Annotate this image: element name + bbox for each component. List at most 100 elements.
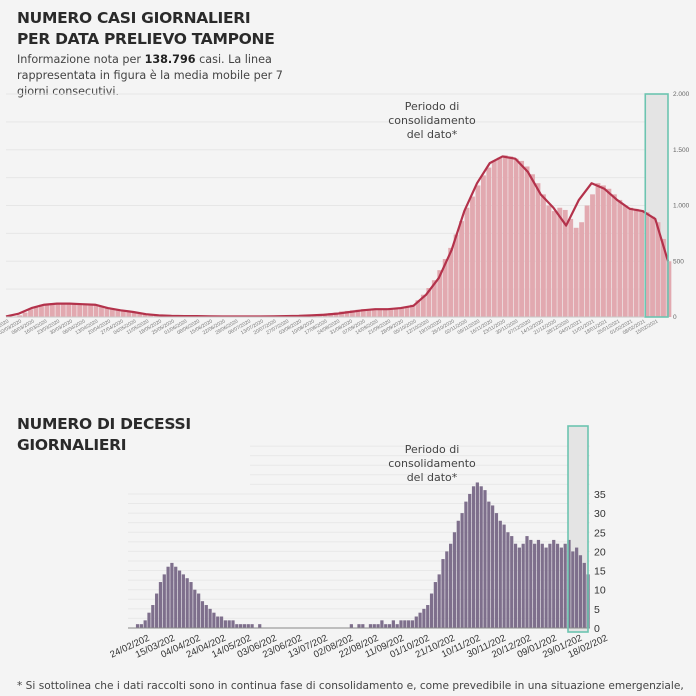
case-bar xyxy=(584,205,590,317)
case-bar xyxy=(464,207,470,317)
death-bar xyxy=(376,624,380,628)
death-bar xyxy=(452,532,457,628)
death-bar xyxy=(449,543,453,628)
case-bar xyxy=(519,160,525,317)
death-bar xyxy=(387,624,392,628)
y-tick-label: 5 xyxy=(594,604,600,616)
death-bar xyxy=(533,543,537,628)
case-bar xyxy=(104,307,110,317)
case-bar xyxy=(360,309,366,317)
death-bar xyxy=(139,624,143,628)
death-bar xyxy=(216,616,220,628)
deaths-chart: 0510152025303524/02/20215/03/20204/04/20… xyxy=(108,425,609,661)
death-bar xyxy=(208,608,212,628)
death-bar xyxy=(135,624,140,628)
case-bar xyxy=(71,303,77,317)
case-bar xyxy=(611,194,617,317)
death-bar xyxy=(559,547,563,628)
death-bar xyxy=(403,620,407,628)
subtitle-pre: Informazione nota per xyxy=(17,53,142,66)
death-bar xyxy=(437,574,441,628)
case-bar xyxy=(568,218,574,317)
subtitle-post: casi. La linea rappresentata in figura è… xyxy=(17,53,283,98)
case-bar xyxy=(475,185,481,317)
case-bar xyxy=(650,216,655,317)
case-bar xyxy=(39,304,44,317)
death-bar xyxy=(151,605,155,628)
case-bar xyxy=(524,166,530,317)
y-tick-label: 2.000 xyxy=(673,91,690,98)
death-bar xyxy=(513,543,518,628)
y-tick-label: 35 xyxy=(594,489,606,501)
case-bar xyxy=(339,311,344,317)
death-bar xyxy=(552,539,556,628)
case-bar xyxy=(655,222,661,317)
case-bar xyxy=(639,209,645,317)
death-bar xyxy=(391,620,395,628)
case-bar xyxy=(502,155,508,317)
case-bar xyxy=(382,309,388,317)
case-bar xyxy=(415,300,421,317)
death-bar xyxy=(510,536,514,628)
case-bar xyxy=(590,194,595,317)
case-bar xyxy=(109,308,115,317)
death-bar xyxy=(258,624,262,628)
case-bar xyxy=(459,221,465,317)
death-bar xyxy=(384,624,388,628)
cases-chart-title: NUMERO CASI GIORNALIERI PER DATA PRELIEV… xyxy=(17,8,275,50)
case-bar xyxy=(508,156,514,317)
case-bar xyxy=(355,309,361,317)
y-tick-label: 15 xyxy=(594,566,606,578)
death-bar xyxy=(181,574,185,628)
cases-subtitle: Informazione nota per 138.796 casi. La l… xyxy=(17,52,307,100)
death-bar xyxy=(143,620,147,628)
death-bar xyxy=(250,624,254,628)
case-bar xyxy=(579,222,585,317)
case-bar xyxy=(66,303,72,317)
death-bar xyxy=(422,608,426,628)
death-bar xyxy=(174,566,178,628)
cases-annotation-line3: del dato* xyxy=(407,128,458,141)
y-tick-label: 25 xyxy=(594,527,606,539)
case-bar xyxy=(617,199,623,317)
death-bar xyxy=(483,490,487,628)
death-bar xyxy=(475,482,479,628)
death-bar xyxy=(368,624,373,628)
case-bar xyxy=(437,270,443,317)
case-bar xyxy=(448,247,454,317)
case-bar xyxy=(601,185,606,317)
moving-average-line xyxy=(5,155,670,318)
case-bar xyxy=(28,309,33,317)
case-bar xyxy=(404,306,410,317)
case-bar xyxy=(350,310,355,317)
case-bar xyxy=(562,209,568,317)
death-bar xyxy=(479,486,483,628)
case-bar xyxy=(126,311,132,317)
cases-chart: 05001.0001.5002.00024/02/202002/03/20200… xyxy=(0,91,690,336)
death-bar xyxy=(491,505,495,628)
case-bar xyxy=(480,175,486,317)
case-bar xyxy=(371,308,377,317)
death-bar xyxy=(521,543,525,628)
death-bar xyxy=(575,547,579,628)
case-bar xyxy=(17,315,23,317)
y-tick-label: 500 xyxy=(673,258,684,265)
case-bar xyxy=(573,227,579,317)
case-bar xyxy=(344,310,350,317)
death-bar xyxy=(487,501,491,628)
case-bar xyxy=(388,309,394,317)
death-bar xyxy=(399,620,403,628)
cases-title-line1: NUMERO CASI GIORNALIERI xyxy=(17,9,251,27)
death-bar xyxy=(578,555,583,628)
death-bar xyxy=(441,559,445,628)
y-tick-label: 10 xyxy=(594,585,606,597)
case-bar xyxy=(142,313,148,317)
deaths-title-line2: GIORNALIERI xyxy=(17,436,127,454)
death-bar xyxy=(571,551,575,628)
death-bar xyxy=(471,486,476,628)
y-tick-label: 0 xyxy=(594,623,600,635)
y-tick-label: 1.500 xyxy=(673,147,690,154)
case-bar xyxy=(420,294,426,317)
death-bar xyxy=(525,536,529,628)
death-bar xyxy=(410,620,415,628)
